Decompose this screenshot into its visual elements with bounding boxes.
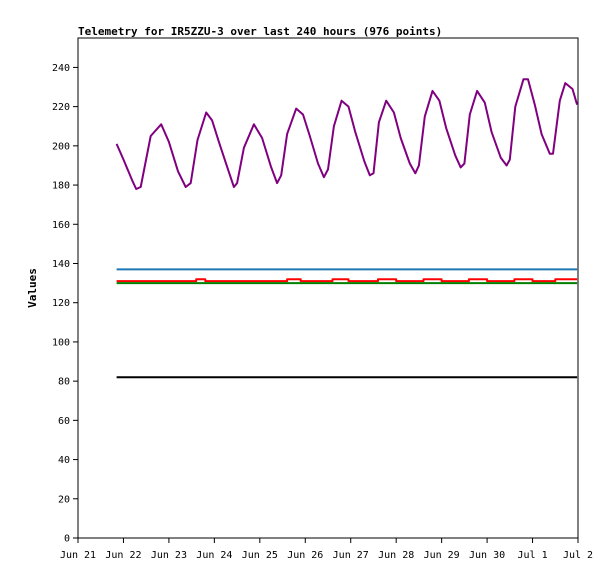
y-tick-label: 120 <box>52 298 70 309</box>
y-axis-label: Values <box>26 268 39 308</box>
x-tick-label: Jun 30 <box>469 550 505 561</box>
y-tick-label: 160 <box>52 220 70 231</box>
x-tick-label: Jun 27 <box>333 550 369 561</box>
y-tick-label: 80 <box>58 377 70 388</box>
y-tick-label: 200 <box>52 141 70 152</box>
x-tick-label: Jul 1 <box>517 550 547 561</box>
x-tick-label: Jun 23 <box>151 550 187 561</box>
x-tick-label: Jun 28 <box>378 550 414 561</box>
x-tick-label: Jun 21 <box>60 550 96 561</box>
y-tick-label: 240 <box>52 63 70 74</box>
chart-title: Telemetry for IR5ZZU-3 over last 240 hou… <box>78 25 442 38</box>
y-tick-label: 180 <box>52 181 70 192</box>
x-tick-label: Jun 25 <box>242 550 278 561</box>
y-tick-label: 220 <box>52 102 70 113</box>
x-tick-label: Jun 22 <box>105 550 141 561</box>
plot-frame <box>77 37 579 539</box>
y-axis: 0 20 40 60 80 100 120 140 160 180 200 220 240 <box>52 63 78 545</box>
y-tick-label: 40 <box>58 455 70 466</box>
series-line-0 <box>115 78 579 190</box>
y-tick-label: 20 <box>58 494 70 505</box>
x-axis: Jun 21 Jun 22 Jun 23 Jun 24 Jun 25 Jun 26 Jun … <box>60 538 593 561</box>
y-tick-label: 60 <box>58 416 70 427</box>
x-tick-label: Jun 26 <box>287 550 323 561</box>
y-tick-label: 100 <box>52 337 70 348</box>
series-line-2 <box>116 278 578 283</box>
x-tick-label: Jul 2 <box>563 550 593 561</box>
y-tick-label: 0 <box>64 534 70 545</box>
series-group <box>115 78 579 379</box>
x-tick-label: Jun 29 <box>424 550 460 561</box>
y-tick-label: 140 <box>52 259 70 270</box>
x-tick-label: Jun 24 <box>196 550 232 561</box>
